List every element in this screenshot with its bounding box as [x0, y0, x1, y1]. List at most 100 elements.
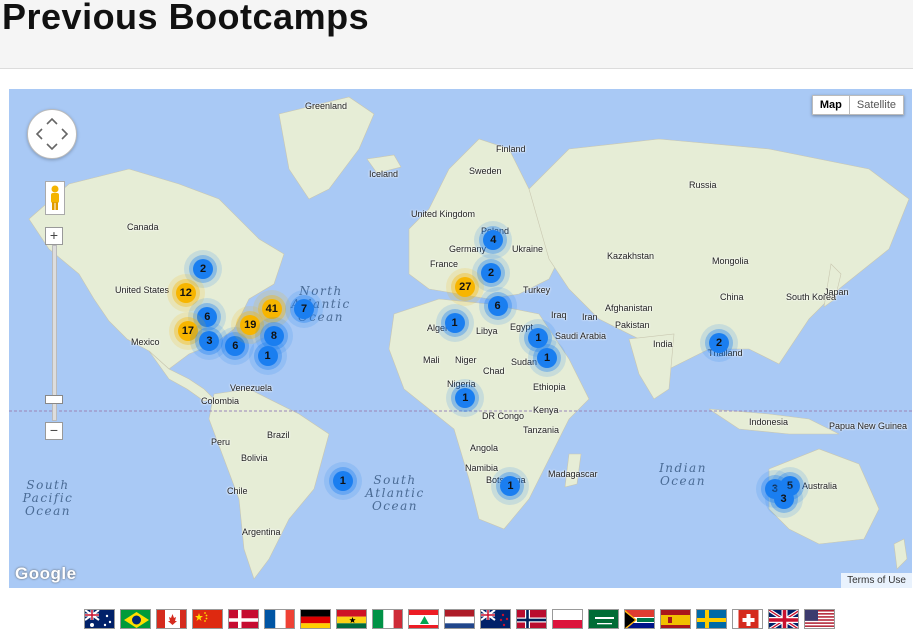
ocean-label-south-pacific: South Pacific Ocean	[22, 478, 74, 518]
map-label-united-states: United States	[115, 285, 170, 295]
zoom-slider-track[interactable]	[52, 245, 57, 421]
cluster-marker[interactable]: 17	[177, 320, 198, 341]
cluster-marker[interactable]: 6	[225, 335, 246, 356]
flag-switzerland-icon[interactable]	[732, 609, 763, 629]
cluster-marker[interactable]: 6	[487, 295, 508, 316]
map-type-satellite-button[interactable]: Satellite	[849, 95, 904, 115]
street-view-pegman[interactable]	[45, 181, 65, 215]
flag-norway-icon[interactable]	[516, 609, 547, 629]
flag-ghana-icon[interactable]	[336, 609, 367, 629]
flag-netherlands-icon[interactable]	[444, 609, 475, 629]
cluster-marker[interactable]: 1	[455, 388, 476, 409]
map-label-united-kingdom: United Kingdom	[411, 209, 476, 219]
flag-denmark-icon[interactable]	[228, 609, 259, 629]
flag-saudi-arabia-icon[interactable]	[588, 609, 619, 629]
cluster-marker[interactable]: 2	[709, 333, 729, 354]
map-label-ukraine: Ukraine	[512, 244, 544, 254]
map-label-mali: Mali	[423, 355, 440, 365]
cluster-marker[interactable]: 2	[481, 262, 502, 283]
map-label-south-korea: South Korea	[786, 292, 837, 302]
page-header: Previous Bootcamps	[0, 0, 913, 69]
ocean-label-indian: Indian Ocean	[659, 461, 707, 488]
map-type-map-button[interactable]: Map	[811, 95, 850, 115]
map-label-thailand: Thailand	[708, 348, 743, 358]
map-label-sweden: Sweden	[469, 166, 502, 176]
map-label-mexico: Mexico	[131, 337, 160, 347]
cluster-marker[interactable]: 3	[773, 489, 794, 510]
zoom-in-button[interactable]: +	[45, 227, 63, 245]
map-label-tanzania: Tanzania	[523, 425, 560, 435]
cluster-marker[interactable]: 1	[444, 312, 465, 333]
cluster-marker[interactable]: 6	[197, 307, 218, 328]
flag-sweden-icon[interactable]	[696, 609, 727, 629]
google-logo: Google	[15, 564, 77, 583]
flag-china-icon[interactable]	[192, 609, 223, 629]
cluster-marker[interactable]: 1	[500, 476, 521, 497]
cluster-marker[interactable]: 3	[199, 330, 220, 351]
map-label-mongolia: Mongolia	[712, 256, 749, 266]
map-label-afghanistan: Afghanistan	[605, 303, 653, 313]
ocean-label-south-atlantic: South Atlantic Ocean	[365, 473, 425, 513]
map-label-japan: Japan	[824, 287, 849, 297]
map-label-papua-new-guinea: Papua New Guinea	[829, 421, 908, 431]
flag-spain-icon[interactable]	[660, 609, 691, 629]
map-label-pakistan: Pakistan	[615, 320, 650, 330]
cluster-marker[interactable]: 7	[294, 298, 315, 319]
pan-control[interactable]	[27, 109, 77, 159]
map-label-russia: Russia	[689, 180, 717, 190]
cluster-marker[interactable]: 1	[528, 328, 549, 349]
map-label-ethiopia: Ethiopia	[533, 382, 566, 392]
map-label-china: China	[720, 292, 744, 302]
map-label-colombia: Colombia	[201, 396, 240, 406]
flag-germany-icon[interactable]	[300, 609, 331, 629]
map-label-namibia: Namibia	[465, 463, 499, 473]
map-label-venezuela: Venezuela	[230, 383, 273, 393]
map-label-egypt: Egypt	[510, 322, 534, 332]
map-label-kenya: Kenya	[533, 405, 559, 415]
flag-italy-icon[interactable]	[372, 609, 403, 629]
map-label-australia: Australia	[802, 481, 838, 491]
map-label-dr-congo: DR Congo	[482, 411, 525, 421]
map-label-canada: Canada	[127, 222, 159, 232]
cluster-marker[interactable]: 2	[193, 259, 213, 280]
map-type-control: Map Satellite	[811, 95, 904, 115]
map-label-turkey: Turkey	[523, 285, 551, 295]
pan-arrows-icon	[35, 117, 69, 151]
map-label-saudi-arabia: Saudi Arabia	[555, 331, 607, 341]
map-label-india: India	[653, 339, 673, 349]
zoom-slider-thumb[interactable]	[45, 395, 63, 404]
map-label-greenland: Greenland	[305, 101, 348, 111]
cluster-marker[interactable]: 1	[257, 345, 278, 366]
flag-france-icon[interactable]	[264, 609, 295, 629]
map-label-chile: Chile	[227, 486, 248, 496]
cluster-marker[interactable]: 27	[455, 276, 476, 297]
flag-new-zealand-icon[interactable]	[480, 609, 511, 629]
flag-poland-icon[interactable]	[552, 609, 583, 629]
map-label-nigeria: Nigeria	[447, 379, 476, 389]
cluster-marker[interactable]: 41	[261, 298, 282, 319]
flag-australia-icon[interactable]	[84, 609, 115, 629]
flag-south-africa-icon[interactable]	[624, 609, 655, 629]
map-label-finland: Finland	[496, 144, 526, 154]
cluster-marker[interactable]: 1	[332, 471, 353, 492]
flag-united-kingdom-icon[interactable]	[768, 609, 799, 629]
flag-united-states-icon[interactable]	[804, 609, 835, 629]
cluster-marker[interactable]: 8	[263, 325, 284, 346]
world-map[interactable]: Greenland Iceland Finland Sweden Russia Canad…	[9, 89, 912, 588]
cluster-marker[interactable]: 12	[175, 283, 196, 304]
map-label-iran: Iran	[582, 312, 598, 322]
cluster-marker[interactable]: 1	[537, 347, 557, 368]
cluster-marker[interactable]: 4	[483, 230, 504, 251]
flag-canada-icon[interactable]	[156, 609, 187, 629]
map-label-iraq: Iraq	[551, 310, 567, 320]
flag-brazil-icon[interactable]	[120, 609, 151, 629]
map-label-kazakhstan: Kazakhstan	[607, 251, 655, 261]
zoom-out-button[interactable]: −	[45, 422, 63, 440]
map-label-libya: Libya	[476, 326, 498, 336]
cluster-marker[interactable]: 19	[240, 315, 261, 336]
flag-lebanon-icon[interactable]	[408, 609, 439, 629]
map-label-brazil: Brazil	[267, 430, 290, 440]
terms-of-use-link[interactable]: Terms of Use	[841, 573, 912, 588]
map-label-madagascar: Madagascar	[548, 469, 598, 479]
map-label-germany: Germany	[449, 244, 487, 254]
